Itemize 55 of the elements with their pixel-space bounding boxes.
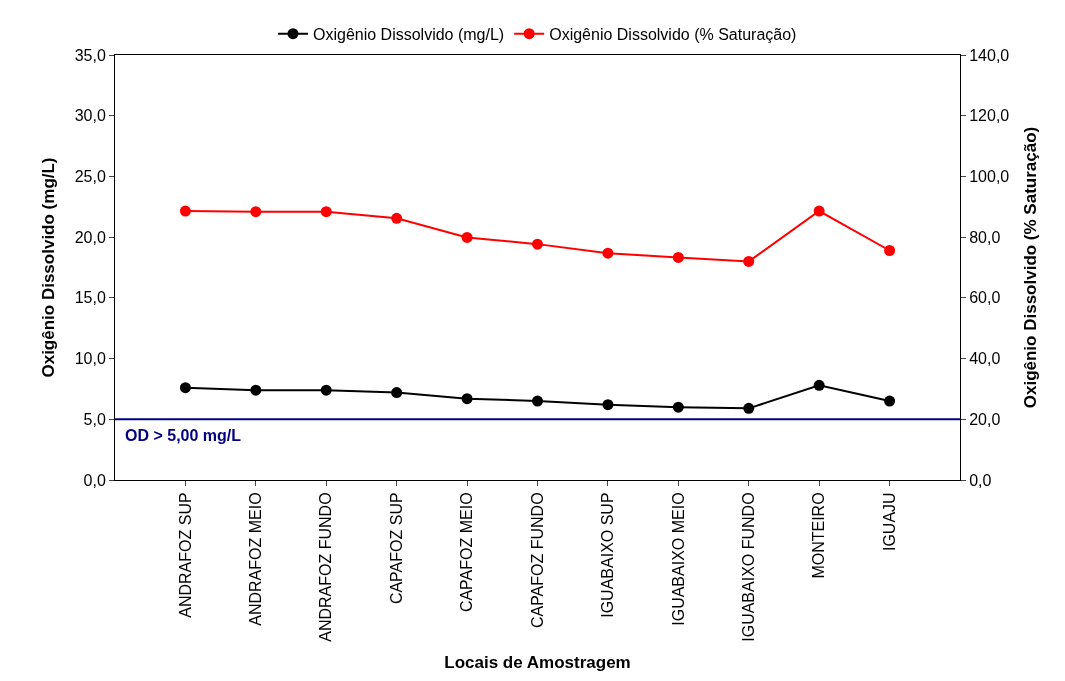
point bbox=[391, 212, 403, 224]
point bbox=[391, 387, 403, 399]
y-tick-label: 5,0 bbox=[83, 410, 106, 428]
y2-tick-label: 120,0 bbox=[969, 107, 1010, 125]
y2-tick-label: 60,0 bbox=[969, 289, 1001, 307]
y2-tick-label: 140,0 bbox=[969, 46, 1010, 64]
point bbox=[461, 231, 473, 243]
x-tick-label: ANDRAFOZ SUP bbox=[176, 492, 194, 618]
point bbox=[532, 395, 543, 407]
x-tick-label: ANDRAFOZ FUNDO bbox=[317, 492, 335, 642]
y-tick-label: 25,0 bbox=[74, 168, 106, 186]
point bbox=[743, 255, 755, 267]
point bbox=[884, 395, 896, 407]
ref-line-label: OD > 5,00 mg/L bbox=[125, 427, 242, 444]
point bbox=[320, 206, 332, 218]
point bbox=[532, 238, 543, 250]
x-tick-label: IGUABAIXO SUP bbox=[599, 492, 617, 618]
point bbox=[743, 402, 755, 414]
x-tick-label: CAPAFOZ FUNDO bbox=[528, 492, 546, 629]
legend-label: Oxigênio Dissolvido (mg/L) bbox=[313, 25, 505, 43]
y-tick-label: 20,0 bbox=[74, 228, 106, 246]
y2-tick-label: 20,0 bbox=[969, 410, 1001, 428]
point bbox=[884, 245, 896, 256]
x-tick-label: MONTEIRO bbox=[810, 492, 828, 579]
y2-tick-label: 40,0 bbox=[969, 350, 1001, 368]
point bbox=[179, 205, 191, 217]
point bbox=[672, 251, 684, 263]
x-tick-label: IGUABAIXO MEIO bbox=[669, 492, 687, 626]
point bbox=[461, 393, 473, 405]
y2-tick-label: 0,0 bbox=[969, 471, 992, 489]
y-axis-title: Oxigênio Dissolvido (mg/L) bbox=[39, 157, 59, 378]
y-tick-label: 30,0 bbox=[74, 107, 106, 125]
y-tick-label: 0,0 bbox=[83, 471, 106, 489]
y2-axis-title: Oxigênio Dissolvido (% Saturação) bbox=[1020, 126, 1040, 409]
y2-tick-label: 80,0 bbox=[969, 228, 1001, 246]
x-tick-label: CAPAFOZ MEIO bbox=[458, 492, 476, 613]
y-tick-label: 10,0 bbox=[74, 350, 106, 368]
point bbox=[602, 247, 614, 259]
point bbox=[250, 384, 262, 396]
y-tick-label: 35,0 bbox=[74, 46, 106, 64]
point bbox=[602, 399, 614, 411]
point bbox=[672, 401, 684, 413]
point bbox=[250, 206, 262, 218]
point bbox=[813, 205, 825, 217]
x-tick-label: IGUABAIXO FUNDO bbox=[739, 492, 757, 642]
x-tick-label: CAPAFOZ SUP bbox=[387, 492, 405, 605]
legend-label: Oxigênio Dissolvido (% Saturação) bbox=[549, 25, 797, 43]
y-tick-label: 15,0 bbox=[74, 289, 106, 307]
point bbox=[813, 379, 825, 391]
point bbox=[179, 382, 191, 394]
x-axis-title: Locais de Amostragem bbox=[444, 653, 631, 673]
x-tick-label: ANDRAFOZ MEIO bbox=[247, 492, 265, 626]
x-tick-label: IGUAJU bbox=[880, 492, 898, 552]
y2-tick-label: 100,0 bbox=[969, 168, 1010, 186]
point bbox=[320, 384, 332, 396]
